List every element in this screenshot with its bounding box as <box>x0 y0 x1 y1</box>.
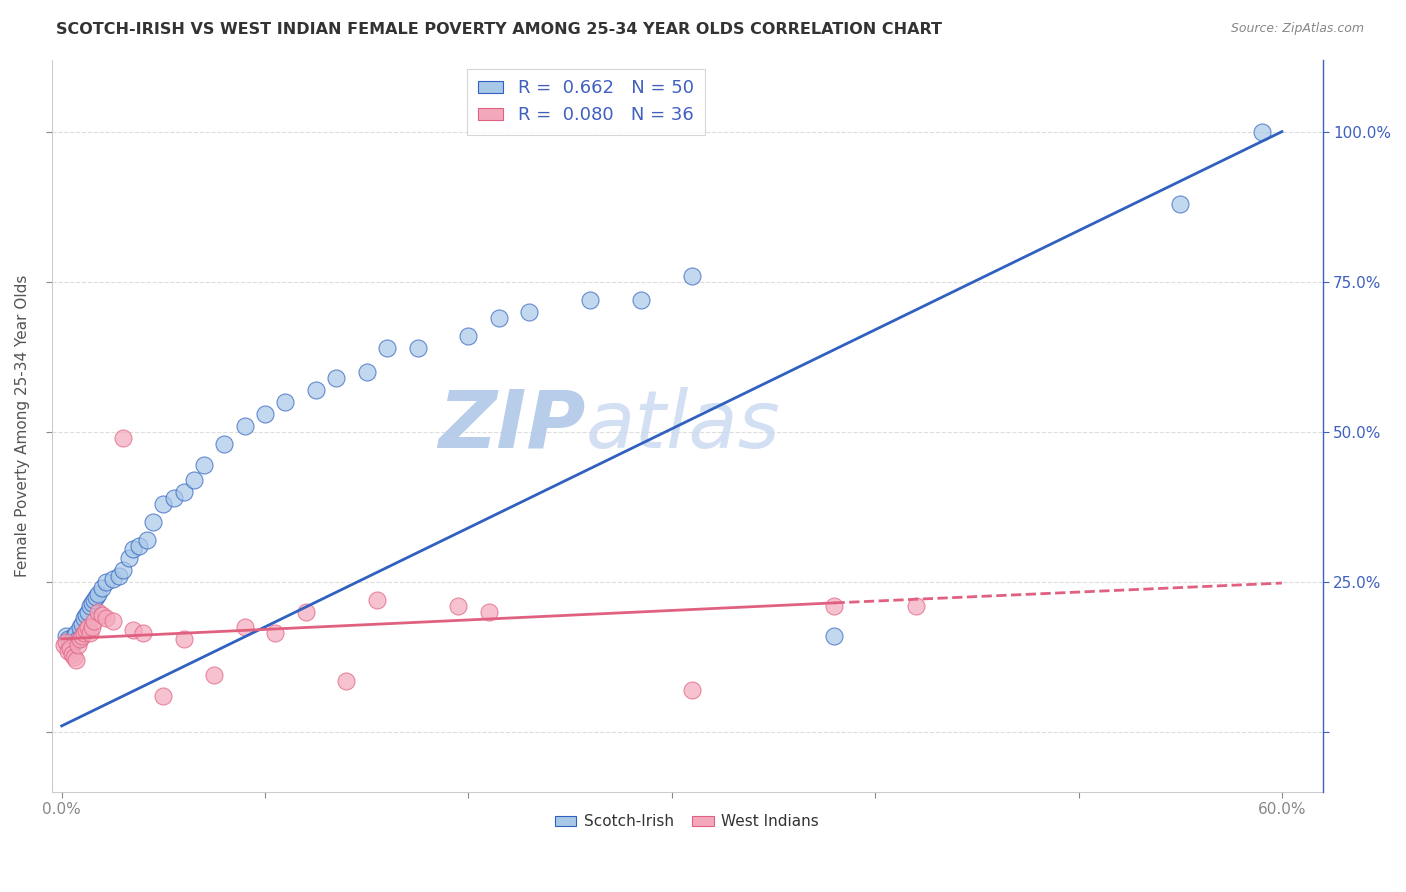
Point <box>60 638 83 652</box>
Text: ZIP: ZIP <box>439 387 585 465</box>
Point <box>214 437 236 451</box>
Point <box>1250 125 1272 139</box>
Point <box>132 626 155 640</box>
Text: SCOTCH-IRISH VS WEST INDIAN FEMALE POVERTY AMONG 25-34 YEAR OLDS CORRELATION CHA: SCOTCH-IRISH VS WEST INDIAN FEMALE POVER… <box>56 22 942 37</box>
Point <box>1168 196 1191 211</box>
Point <box>96 611 118 625</box>
Point <box>66 632 89 646</box>
Point <box>96 574 118 589</box>
Point <box>152 497 174 511</box>
Point <box>233 620 256 634</box>
Point <box>356 365 378 379</box>
Point <box>63 649 86 664</box>
Point <box>128 539 150 553</box>
Point <box>59 635 82 649</box>
Point <box>65 653 87 667</box>
Point <box>111 431 134 445</box>
Y-axis label: Female Poverty Among 25-34 Year Olds: Female Poverty Among 25-34 Year Olds <box>15 275 30 577</box>
Text: Source: ZipAtlas.com: Source: ZipAtlas.com <box>1230 22 1364 36</box>
Point <box>335 673 357 688</box>
Point <box>73 611 96 625</box>
Point <box>101 572 124 586</box>
Point <box>183 473 205 487</box>
Point <box>91 581 114 595</box>
Point <box>87 587 110 601</box>
Point <box>233 418 256 433</box>
Point <box>136 533 159 547</box>
Point <box>904 599 927 613</box>
Point <box>75 623 97 637</box>
Point <box>202 668 225 682</box>
Point <box>55 635 77 649</box>
Point <box>162 491 184 505</box>
Point <box>70 616 93 631</box>
Point <box>366 592 388 607</box>
Point <box>101 614 124 628</box>
Point <box>65 626 87 640</box>
Point <box>56 632 79 646</box>
Point <box>91 607 114 622</box>
Point <box>83 592 105 607</box>
Point <box>122 541 145 556</box>
Point <box>52 638 75 652</box>
Point <box>66 638 89 652</box>
Point <box>118 550 141 565</box>
Point <box>111 563 134 577</box>
Point <box>60 647 83 661</box>
Point <box>84 590 107 604</box>
Point <box>82 596 104 610</box>
Point <box>63 629 86 643</box>
Point <box>70 629 93 643</box>
Point <box>69 620 91 634</box>
Point <box>55 629 77 643</box>
Point <box>579 293 602 307</box>
Point <box>82 620 104 634</box>
Point <box>77 605 100 619</box>
Point <box>478 605 501 619</box>
Point <box>325 370 347 384</box>
Point <box>630 293 652 307</box>
Point <box>56 644 79 658</box>
Point <box>447 599 470 613</box>
Point <box>83 614 105 628</box>
Point <box>457 328 479 343</box>
Point <box>79 626 101 640</box>
Point <box>79 599 101 613</box>
Point <box>264 626 287 640</box>
Point <box>173 632 195 646</box>
Point <box>122 623 145 637</box>
Legend: Scotch-Irish, West Indians: Scotch-Irish, West Indians <box>548 808 825 836</box>
Point <box>142 515 165 529</box>
Point <box>681 682 703 697</box>
Point <box>294 605 316 619</box>
Point <box>75 607 97 622</box>
Point <box>87 605 110 619</box>
Point <box>69 632 91 646</box>
Point <box>59 640 82 655</box>
Point <box>152 689 174 703</box>
Point <box>254 407 277 421</box>
Point <box>824 629 846 643</box>
Point <box>519 304 541 318</box>
Point <box>107 569 129 583</box>
Point <box>77 620 100 634</box>
Text: atlas: atlas <box>585 387 780 465</box>
Point <box>375 341 398 355</box>
Point <box>406 341 429 355</box>
Point <box>73 626 96 640</box>
Point <box>488 310 510 325</box>
Point <box>305 383 328 397</box>
Point <box>274 394 297 409</box>
Point <box>681 268 703 283</box>
Point <box>824 599 846 613</box>
Point <box>173 484 195 499</box>
Point <box>193 458 215 472</box>
